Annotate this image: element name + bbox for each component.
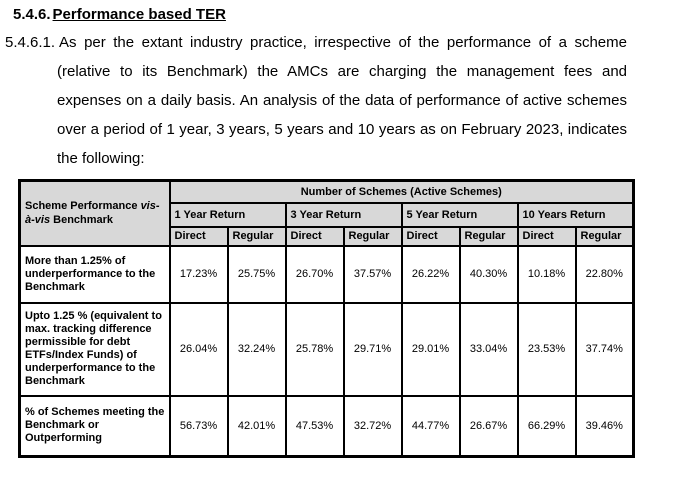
period-header-10yr: 10 Years Return [516, 201, 635, 228]
paragraph-number: 5.4.6.1. [5, 34, 56, 51]
subheader-regular: Regular [226, 225, 287, 247]
cell-value: 29.01% [400, 301, 461, 397]
period-header-1yr: 1 Year Return [168, 201, 287, 228]
cell-value: 33.04% [458, 301, 519, 397]
header-row-span: Scheme Performance vis-à-vis Benchmark N… [18, 179, 635, 247]
table-row: % of Schemes meeting the Benchmark or Ou… [18, 394, 635, 458]
subheader-regular: Regular [342, 225, 403, 247]
header-row-periods: 1 Year Return 3 Year Return 5 Year Retur… [20, 201, 635, 228]
cell-value: 40.30% [458, 244, 519, 304]
corner-header-pre: Scheme Performance [25, 200, 141, 213]
cell-value: 32.24% [226, 301, 287, 397]
cell-value: 29.71% [342, 301, 403, 397]
corner-header-post: Benchmark [50, 214, 114, 227]
span-header-cell: Number of Schemes (Active Schemes) [168, 179, 635, 204]
cell-value: 37.57% [342, 244, 403, 304]
subheader-regular: Regular [574, 225, 635, 247]
cell-value: 42.01% [226, 394, 287, 458]
cell-value: 47.53% [284, 394, 345, 458]
cell-value: 66.29% [516, 394, 577, 458]
row-label: % of Schemes meeting the Benchmark or Ou… [18, 394, 171, 458]
period-header-3yr: 3 Year Return [284, 201, 403, 228]
section-heading: 5.4.6. Performance based TER [13, 5, 675, 25]
cell-value: 37.74% [574, 301, 635, 397]
section-paragraph: 5.4.6.1. As per the extant industry pract… [5, 28, 627, 173]
corner-header-cell: Scheme Performance vis-à-vis Benchmark [18, 179, 171, 247]
cell-value: 17.23% [168, 244, 229, 304]
row-label: More than 1.25% of underperformance to t… [18, 244, 171, 304]
performance-table: Scheme Performance vis-à-vis Benchmark N… [18, 179, 636, 458]
cell-value: 26.04% [168, 301, 229, 397]
subheader-direct: Direct [400, 225, 461, 247]
cell-value: 26.22% [400, 244, 461, 304]
cell-value: 22.80% [574, 244, 635, 304]
cell-value: 32.72% [342, 394, 403, 458]
cell-value: 25.75% [226, 244, 287, 304]
section-title: Performance based TER [52, 6, 226, 23]
cell-value: 25.78% [284, 301, 345, 397]
cell-value: 56.73% [168, 394, 229, 458]
row-label: Upto 1.25 % (equivalent to max. tracking… [18, 301, 171, 397]
subheader-direct: Direct [168, 225, 229, 247]
table-row: More than 1.25% of underperformance to t… [18, 244, 635, 304]
section-number: 5.4.6. [13, 6, 51, 23]
subheader-direct: Direct [516, 225, 577, 247]
cell-value: 26.67% [458, 394, 519, 458]
document-page: 5.4.6. Performance based TER 5.4.6.1. As p… [0, 5, 675, 479]
period-header-5yr: 5 Year Return [400, 201, 519, 228]
cell-value: 26.70% [284, 244, 345, 304]
table-row: Upto 1.25 % (equivalent to max. tracking… [18, 301, 635, 397]
corner-header-italic: vis-à-vis [25, 200, 160, 227]
header-row-plans: Direct Regular Direct Regular Direct Reg… [20, 225, 635, 247]
subheader-direct: Direct [284, 225, 345, 247]
cell-value: 44.77% [400, 394, 461, 458]
cell-value: 10.18% [516, 244, 577, 304]
paragraph-text: As per the extant industry practice, irr… [57, 34, 627, 167]
cell-value: 23.53% [516, 301, 577, 397]
subheader-regular: Regular [458, 225, 519, 247]
cell-value: 39.46% [574, 394, 635, 458]
